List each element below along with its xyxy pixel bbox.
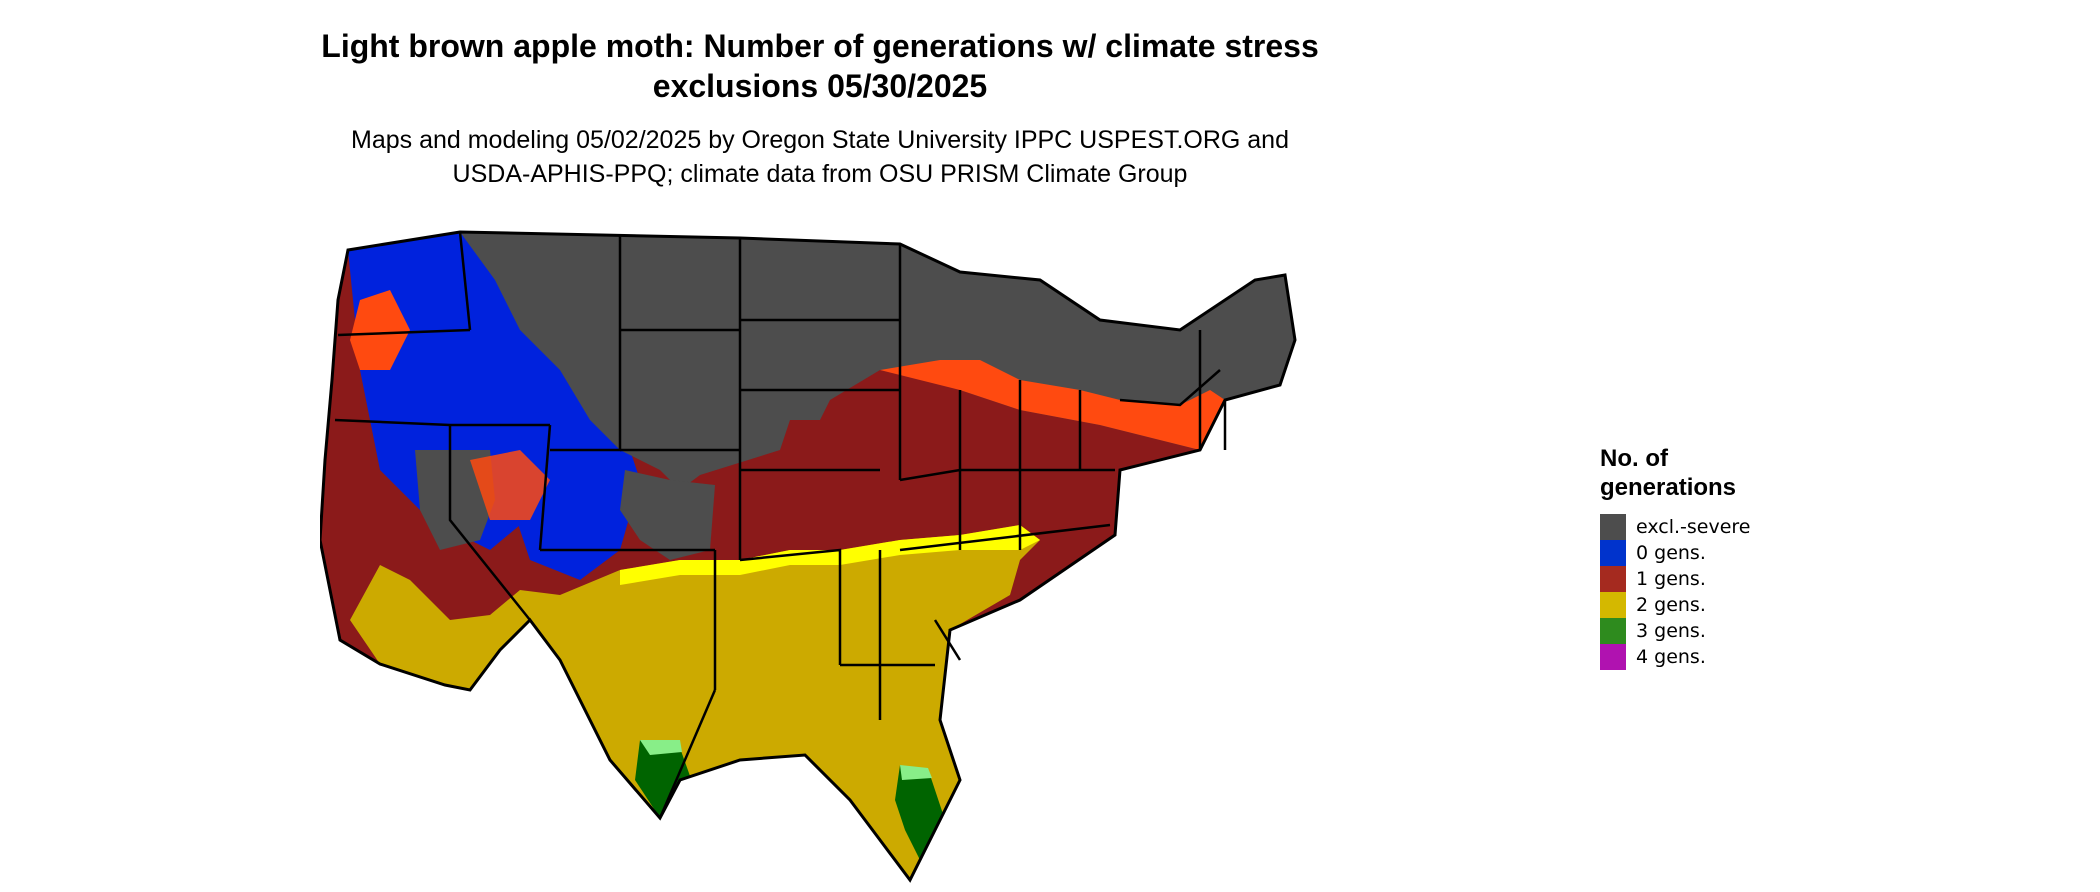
map-title-date: exclusions 05/30/2025 (652, 68, 988, 104)
zone-2-gens-transition (620, 525, 1040, 585)
zone-excluded-north (460, 232, 1295, 490)
legend-item-2-gens: 2 gens. (1600, 592, 1820, 618)
zone-3-gens-edge-texas (640, 740, 682, 755)
legend-label-3-gens: 3 gens. (1636, 620, 1706, 642)
map-credits: Maps and modeling 05/02/2025 by Oregon S… (351, 126, 1289, 154)
legend-title: No. of generations (1600, 444, 1820, 502)
map-credits-data-source: USDA-APHIS-PPQ; climate data from OSU PR… (452, 160, 1188, 188)
zone-excluded-colorado (620, 470, 715, 560)
legend-swatch-excluded (1600, 514, 1626, 540)
legend-swatch-0-gens (1600, 540, 1626, 566)
generation-zones (320, 232, 1295, 880)
zone-1-gens-transition-northeast (880, 360, 1225, 450)
map-title: Light brown apple moth: Number of genera… (321, 28, 1319, 64)
zone-1-gens-transition-west (470, 450, 550, 520)
zone-3-gens-edge-florida (900, 765, 932, 780)
us-generations-map (320, 230, 1297, 883)
legend-label-4-gens: 4 gens. (1636, 646, 1706, 668)
legend-swatch-1-gens (1600, 566, 1626, 592)
us-outline (320, 230, 1297, 883)
legend-item-4-gens: 4 gens. (1600, 644, 1820, 670)
legend-item-excluded: excl.-severe (1600, 514, 1820, 540)
legend-items: excl.-severe 0 gens. 1 gens. 2 gens. 3 g… (1600, 514, 1820, 670)
zone-1-gens-transition-pacific (350, 290, 410, 370)
legend-swatch-2-gens (1600, 592, 1626, 618)
zone-0-gens-rockies (500, 410, 640, 580)
zone-2-gens-south (350, 525, 1040, 880)
legend-item-1-gens: 1 gens. (1600, 566, 1820, 592)
legend-item-0-gens: 0 gens. (1600, 540, 1820, 566)
state-boundaries (334, 231, 1227, 819)
legend-swatch-4-gens (1600, 644, 1626, 670)
legend-title-line-2: generations (1600, 474, 1737, 501)
legend-label-0-gens: 0 gens. (1636, 542, 1706, 564)
legend-label-excluded: excl.-severe (1636, 516, 1751, 538)
legend-item-3-gens: 3 gens. (1600, 618, 1820, 644)
map-legend: No. of generations excl.-severe 0 gens. … (1600, 444, 1820, 670)
legend-label-2-gens: 2 gens. (1636, 594, 1706, 616)
legend-title-line-1: No. of (1600, 445, 1668, 472)
legend-swatch-3-gens (1600, 618, 1626, 644)
legend-label-1-gens: 1 gens. (1636, 568, 1706, 590)
